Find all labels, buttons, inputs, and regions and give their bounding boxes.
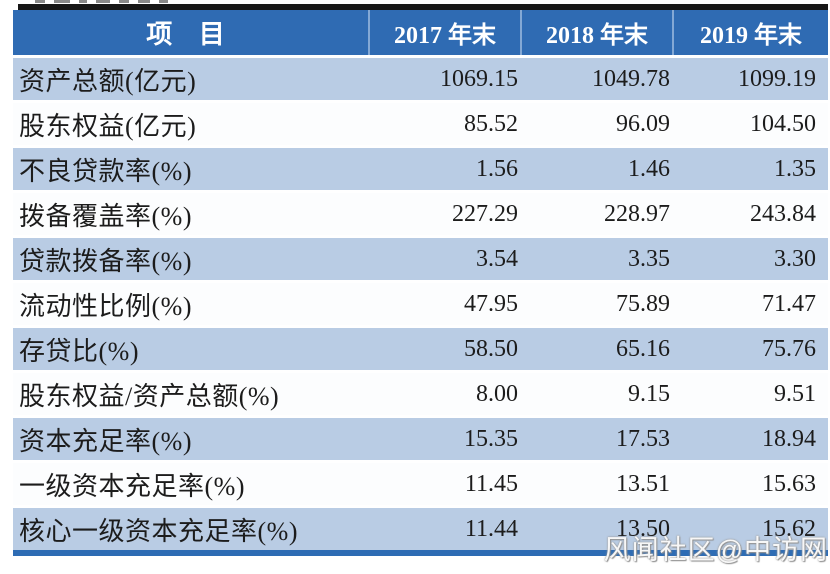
value-2019: 75.76 [762, 335, 816, 362]
row-label: 股东权益(亿元) [19, 111, 197, 141]
value-2017: 15.35 [464, 425, 518, 452]
value-2019: 243.84 [750, 200, 816, 227]
value-2018: 9.15 [628, 380, 670, 407]
value-2017: 8.00 [476, 380, 518, 407]
value-2018: 1049.78 [592, 65, 670, 92]
value-2018: 1.46 [628, 155, 670, 182]
header-2019: 2019 年末 [672, 10, 828, 55]
header-2018: 2018 年末 [520, 10, 672, 55]
value-2018: 17.53 [616, 425, 670, 452]
table-row: 流动性比例(%) 47.95 75.89 71.47 [13, 280, 828, 325]
value-2019: 71.47 [762, 290, 816, 317]
table-row: 股东权益(亿元) 85.52 96.09 104.50 [13, 100, 828, 145]
header-2017: 2017 年末 [368, 10, 520, 55]
header-item: 项 目 [146, 20, 235, 49]
value-2018: 13.51 [616, 470, 670, 497]
table-bottom-border [13, 550, 828, 556]
table-row: 不良贷款率(%) 1.56 1.46 1.35 [13, 145, 828, 190]
table-top-border [18, 4, 828, 10]
value-2019: 104.50 [750, 110, 816, 137]
table-header-row: 项 目 2017 年末 2018 年末 2019 年末 [13, 10, 828, 55]
table-row: 股东权益/资产总额(%) 8.00 9.15 9.51 [13, 370, 828, 415]
value-2018: 65.16 [616, 335, 670, 362]
clipped-text-fragment [35, 0, 335, 4]
value-2018: 75.89 [616, 290, 670, 317]
value-2019: 9.51 [774, 380, 816, 407]
row-label: 一级资本充足率(%) [19, 471, 245, 501]
row-label: 贷款拨备率(%) [19, 246, 192, 276]
value-2018: 13.50 [616, 515, 670, 542]
row-label: 资本充足率(%) [19, 426, 192, 456]
row-label: 存贷比(%) [19, 336, 139, 366]
table-row: 贷款拨备率(%) 3.54 3.35 3.30 [13, 235, 828, 280]
value-2017: 1069.15 [440, 65, 518, 92]
table-row: 核心一级资本充足率(%) 11.44 13.50 15.62 [13, 505, 828, 550]
table-row: 资本充足率(%) 15.35 17.53 18.94 [13, 415, 828, 460]
value-2017: 47.95 [464, 290, 518, 317]
value-2017: 85.52 [464, 110, 518, 137]
row-label: 股东权益/资产总额(%) [19, 381, 280, 411]
value-2019: 15.63 [762, 470, 816, 497]
row-label: 核心一级资本充足率(%) [19, 516, 298, 546]
table-row: 存贷比(%) 58.50 65.16 75.76 [13, 325, 828, 370]
financial-indicators-table: 项 目 2017 年末 2018 年末 2019 年末 资产总额(亿元) 106… [13, 4, 828, 556]
value-2019: 18.94 [762, 425, 816, 452]
value-2018: 3.35 [628, 245, 670, 272]
table-row: 资产总额(亿元) 1069.15 1049.78 1099.19 [13, 55, 828, 100]
value-2017: 11.44 [464, 515, 518, 542]
value-2019: 15.62 [762, 515, 816, 542]
value-2017: 11.45 [464, 470, 518, 497]
value-2017: 3.54 [476, 245, 518, 272]
table-row: 拨备覆盖率(%) 227.29 228.97 243.84 [13, 190, 828, 235]
value-2018: 96.09 [616, 110, 670, 137]
row-label: 拨备覆盖率(%) [19, 201, 192, 231]
value-2019: 1099.19 [738, 65, 816, 92]
value-2017: 1.56 [476, 155, 518, 182]
row-label: 不良贷款率(%) [19, 156, 192, 186]
row-label: 资产总额(亿元) [19, 66, 197, 96]
value-2019: 3.30 [774, 245, 816, 272]
table-row: 一级资本充足率(%) 11.45 13.51 15.63 [13, 460, 828, 505]
value-2019: 1.35 [774, 155, 816, 182]
value-2017: 58.50 [464, 335, 518, 362]
row-label: 流动性比例(%) [19, 291, 192, 321]
value-2018: 228.97 [604, 200, 670, 227]
value-2017: 227.29 [452, 200, 518, 227]
